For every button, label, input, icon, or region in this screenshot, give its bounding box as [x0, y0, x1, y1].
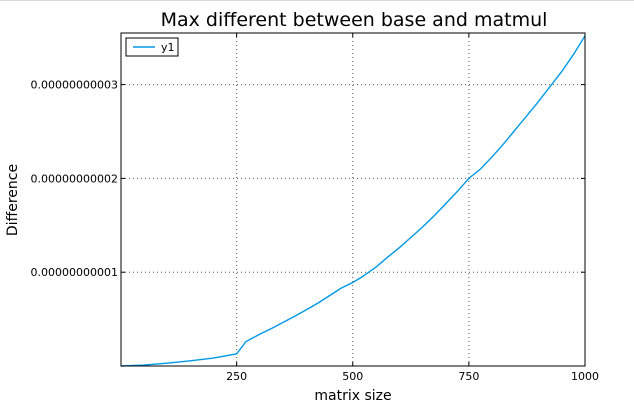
legend-label-y1: y1 [161, 41, 175, 54]
series-line-y1 [120, 35, 586, 367]
window-top-border [0, 0, 634, 1]
x-tick-label: 750 [458, 370, 479, 383]
legend: y1 [125, 37, 179, 57]
y-tick-label: 0.00000000001 [31, 266, 118, 279]
chart-title: Max different between base and matmul [161, 9, 548, 31]
axis-ticks: 250 500 750 1000 0.00000000001 0.00000000002 0… [31, 33, 599, 383]
x-axis-label: matrix size [314, 388, 391, 404]
x-tick-label: 250 [226, 370, 247, 383]
grid-lines [121, 33, 585, 366]
x-tick-label: 1000 [571, 370, 599, 383]
y-axis-label: Difference [5, 164, 21, 236]
x-tick-label: 500 [342, 370, 363, 383]
y-tick-label: 0.00000000003 [31, 79, 118, 92]
plot-frame [120, 32, 586, 367]
y-tick-label: 0.00000000002 [31, 172, 118, 185]
